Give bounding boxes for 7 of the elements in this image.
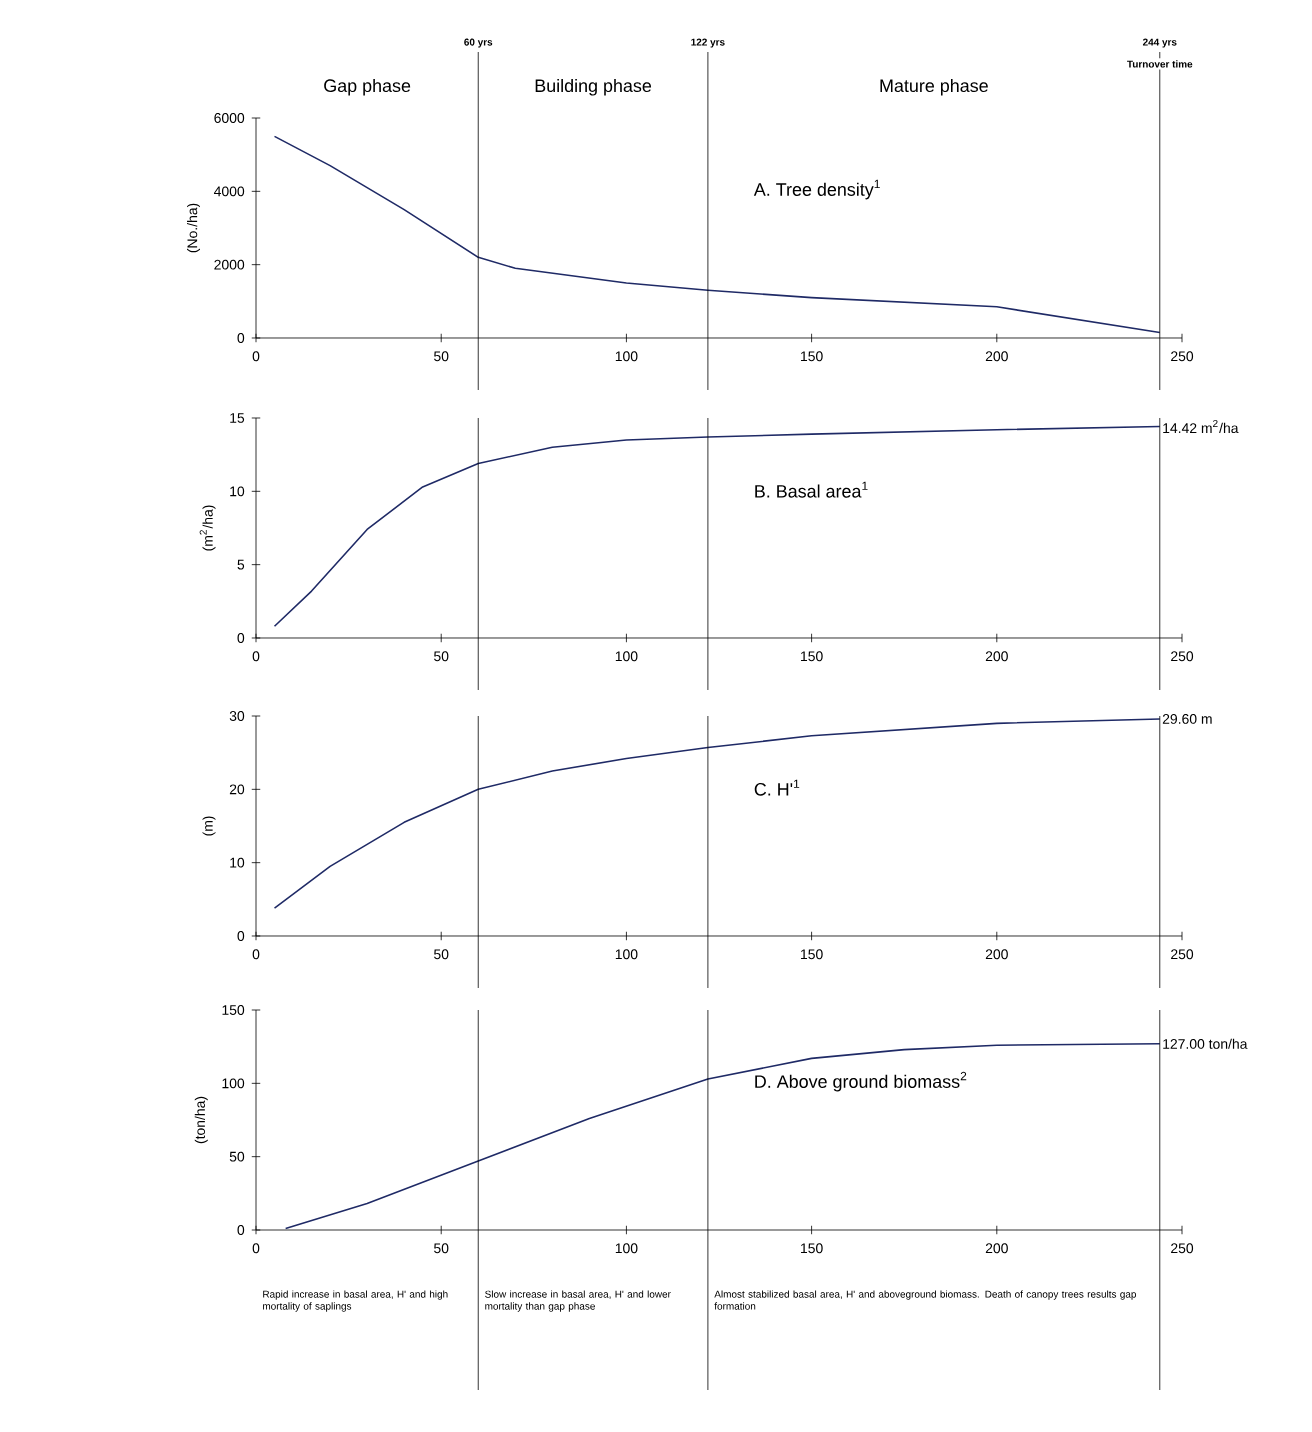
text: Gap phase — [324, 78, 411, 96]
text: B. Basal area$^{1}$ — [755, 481, 868, 498]
text: C. H'$^{1}$ — [754, 779, 800, 796]
text: Mature phase — [880, 78, 988, 96]
text: A. Tree density$^{1}$ — [753, 179, 880, 200]
text: D. Above ground biomass$^{2}$ — [755, 1071, 967, 1092]
text: Building phase — [535, 78, 652, 96]
